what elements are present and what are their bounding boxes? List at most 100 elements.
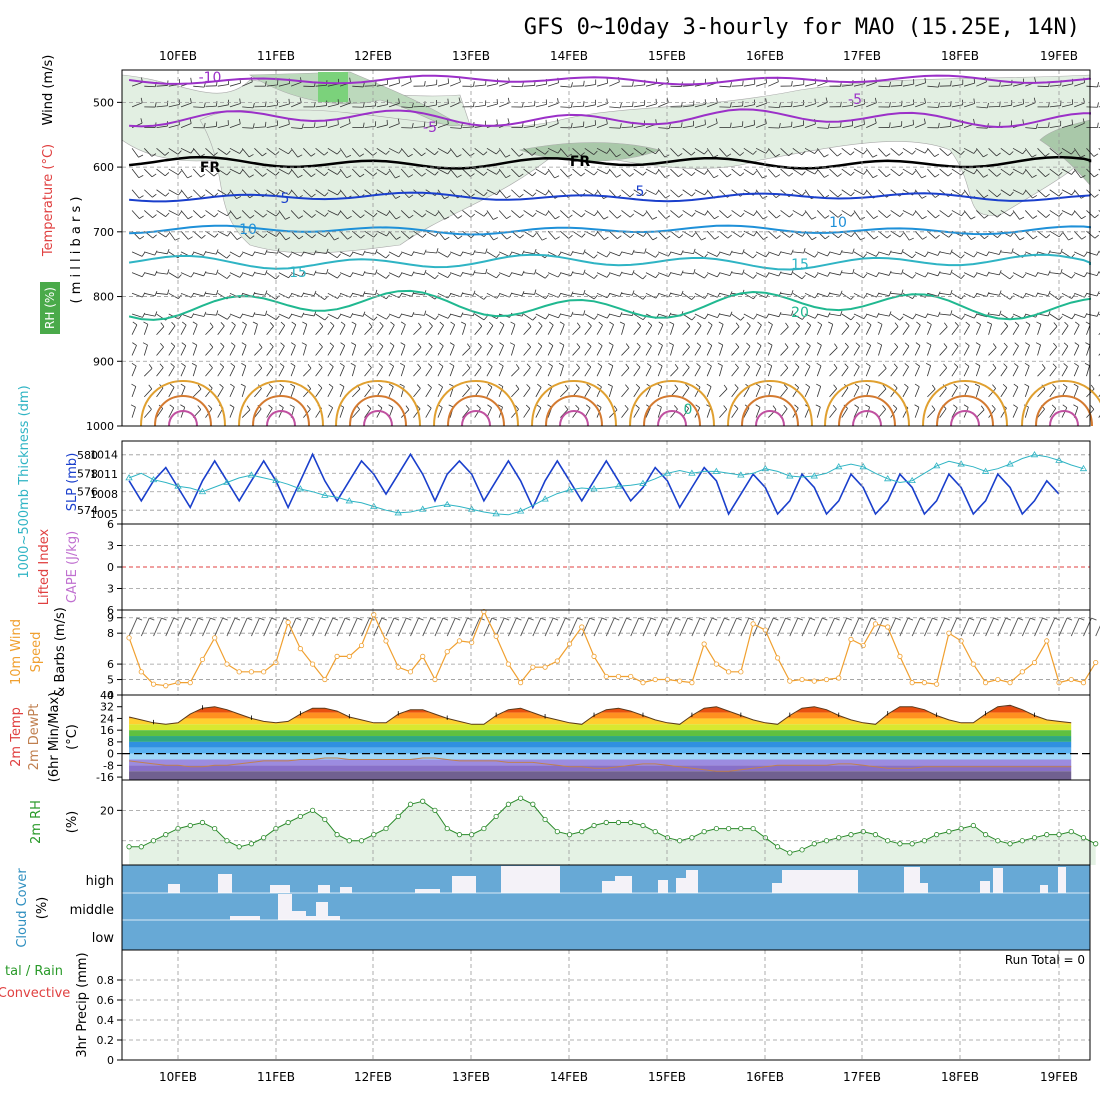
wind-barb <box>976 81 987 87</box>
wind-barb <box>621 126 633 129</box>
wind-barb <box>731 272 743 275</box>
wind-barb-flag <box>899 212 904 217</box>
wind-barb-flag <box>187 175 193 179</box>
wind-barb-flag <box>778 123 781 129</box>
wind-barb-flag <box>167 289 170 295</box>
wind-barb <box>609 292 620 297</box>
wind-barb-flag <box>447 273 452 278</box>
wind-barb <box>315 105 327 108</box>
wind-barb-flag <box>1014 342 1019 347</box>
wind-barb <box>425 168 436 176</box>
wind-barb-flag <box>912 211 917 216</box>
wind-barb-flag <box>138 154 144 158</box>
wind-barb <box>1037 344 1041 356</box>
wind-barb <box>645 103 657 108</box>
wind-barb-flag <box>647 321 653 326</box>
wind-barb-flag <box>191 363 197 366</box>
surface-wind-barb <box>348 617 358 637</box>
wind-barb <box>413 367 422 377</box>
wind-barb <box>425 104 437 108</box>
wind-barb <box>572 148 581 156</box>
wind-barb-flag <box>242 321 247 325</box>
wind-barb <box>315 313 326 321</box>
surface-temp-contour <box>838 395 896 427</box>
wind-barb <box>609 313 620 318</box>
wind-barb-flag <box>209 363 213 368</box>
wind-barb <box>633 104 645 108</box>
wind-barb <box>878 409 886 418</box>
wind-barb-flag <box>324 232 329 238</box>
wind-barb <box>388 168 396 179</box>
wind-barb <box>804 210 812 220</box>
wind-barb <box>829 408 837 418</box>
wind-barb <box>205 189 215 197</box>
wind-barb <box>339 210 348 220</box>
wind-barb <box>829 251 841 256</box>
surface-wind-barb-flag <box>699 617 706 621</box>
wind-barb <box>780 230 790 238</box>
wind-barb-flag <box>408 194 414 198</box>
wind-barb-flag <box>472 250 476 255</box>
wind-barb-flag <box>865 404 870 408</box>
wind-barb <box>841 272 853 275</box>
wind-barb-flag <box>597 342 603 347</box>
wind-barb <box>927 292 939 297</box>
wind-barb-flag <box>449 342 455 346</box>
wind-barb <box>768 272 779 277</box>
wind-barb <box>939 126 951 129</box>
wind-barb-flag <box>961 211 965 217</box>
wind-barb-flag <box>742 269 745 275</box>
top-date-label: 18FEB <box>941 49 979 63</box>
wind-barb-flag <box>170 363 175 368</box>
wind-barb-flag <box>400 342 406 346</box>
cloud-clear-gap <box>340 887 352 893</box>
surface-wind-barb <box>312 617 322 637</box>
wind-barb <box>547 272 559 278</box>
wind-barb-flag <box>258 363 263 369</box>
surface-wind-barb <box>923 617 933 637</box>
wind-barb-flag <box>310 153 316 157</box>
wind-barb <box>694 210 705 216</box>
wind-barb <box>829 126 841 129</box>
wind-barb-flag <box>230 342 236 347</box>
wind-barb-flag <box>449 362 455 367</box>
wind-barb-flag <box>691 212 696 217</box>
surface-wind-barb <box>361 617 370 637</box>
wind-barb <box>988 408 996 418</box>
wind-barb <box>584 104 596 108</box>
surface-temp-contour <box>1021 380 1100 427</box>
wind-barb-flag <box>527 342 531 348</box>
wind-barb <box>596 82 608 87</box>
surface-wind-barb <box>899 617 909 637</box>
wind-barb-flag <box>642 212 647 217</box>
wind-barb <box>572 272 584 275</box>
surface-wind-barb-flag <box>1066 617 1073 621</box>
wind-barb-flag <box>510 321 516 325</box>
wind-barb-flag <box>608 363 614 367</box>
rh-marker <box>1080 835 1087 841</box>
wind-barb <box>694 313 705 320</box>
wind-barb-flag <box>373 233 378 238</box>
wind-barb <box>388 82 400 87</box>
wind-barb <box>1000 210 1011 217</box>
wind-barb-flag <box>875 251 880 257</box>
wind-barb-flag <box>693 269 696 275</box>
wind-barb <box>180 324 187 335</box>
wind-barb-flag <box>439 321 444 326</box>
wind-barb <box>988 292 1000 296</box>
wind-barb <box>498 324 505 335</box>
wind-barb-flag <box>801 274 806 280</box>
surface-wind-barb <box>850 617 860 637</box>
rh-marker <box>836 835 842 841</box>
rh-marker <box>615 819 622 826</box>
wind-barb <box>1000 366 1008 377</box>
wind-barb <box>1049 168 1059 176</box>
wind-barb <box>694 168 705 175</box>
wind-barb <box>670 344 674 356</box>
wind-barb <box>890 148 900 156</box>
wind-barb <box>608 324 614 335</box>
wind-barb-flag <box>784 343 789 348</box>
wind-barb <box>339 407 345 418</box>
wind-barb-flag <box>925 363 931 366</box>
wind-barb <box>535 189 546 196</box>
